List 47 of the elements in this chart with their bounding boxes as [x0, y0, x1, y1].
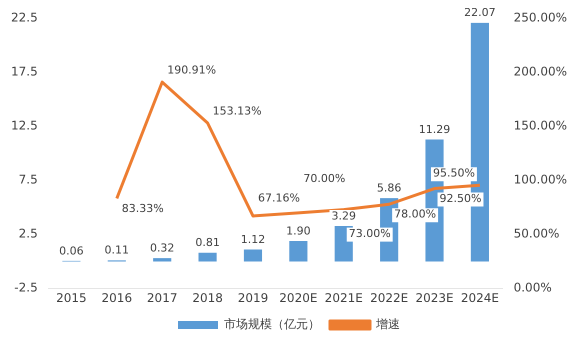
data-label: 0.06	[59, 244, 84, 258]
data-label: 70.00%	[303, 172, 346, 186]
data-label: 0.81	[195, 236, 220, 250]
bar	[244, 249, 262, 262]
x-tick-label: 2020E	[279, 290, 318, 305]
data-label: 0.32	[150, 241, 174, 254]
data-label: 1.90	[286, 224, 311, 238]
y2-tick-label: 50.00%	[514, 226, 560, 241]
y2-tick-label: 100.00%	[514, 172, 567, 187]
data-label: 73.00%	[348, 227, 391, 240]
y-tick-label: 22.5	[11, 10, 38, 24]
legend-label: 增速	[375, 317, 400, 332]
data-label: 0.11	[104, 244, 130, 257]
x-tick-label: 2015	[56, 290, 87, 305]
bar	[289, 241, 308, 262]
data-label: 153.13%	[212, 104, 262, 118]
x-tick-label: 2019	[238, 290, 268, 305]
y-tick-label: 7.5	[18, 172, 38, 187]
data-label: 1.12	[240, 232, 266, 246]
data-label: 95.50%	[432, 166, 475, 180]
x-tick-label: 2022E	[370, 290, 408, 305]
y-tick-label: -2.5	[14, 280, 38, 295]
x-tick-label: 2018	[192, 290, 223, 305]
data-label: 11.29	[418, 122, 450, 136]
y2-tick-label: 200.00%	[514, 64, 567, 78]
y-tick-label: 12.5	[11, 118, 38, 132]
data-label: 67.16%	[258, 191, 300, 204]
data-label: 78.00%	[394, 208, 436, 221]
data-label: 190.91%	[167, 63, 216, 76]
y-tick-label: 17.5	[11, 64, 38, 78]
y2-tick-label: 250.00%	[514, 10, 567, 24]
x-tick-label: 2016	[102, 290, 132, 305]
x-tick-label: 2024E	[460, 290, 499, 305]
bar	[198, 252, 217, 262]
data-label: 83.33%	[122, 202, 164, 215]
data-label: 22.07	[464, 6, 496, 20]
data-label: 3.29	[332, 209, 356, 222]
x-tick-label: 2021E	[324, 290, 363, 305]
legend-label: 市场规模（亿元）	[224, 317, 320, 332]
data-label: 92.50%	[440, 192, 482, 205]
y-tick-label: 2.5	[18, 226, 38, 241]
y2-tick-label: 0.00%	[514, 280, 552, 295]
data-label: 5.86	[376, 182, 402, 195]
bar	[153, 258, 172, 262]
x-tick-label: 2017	[146, 290, 178, 305]
x-tick-label: 2023E	[415, 290, 454, 305]
y2-tick-label: 150.00%	[514, 118, 567, 132]
